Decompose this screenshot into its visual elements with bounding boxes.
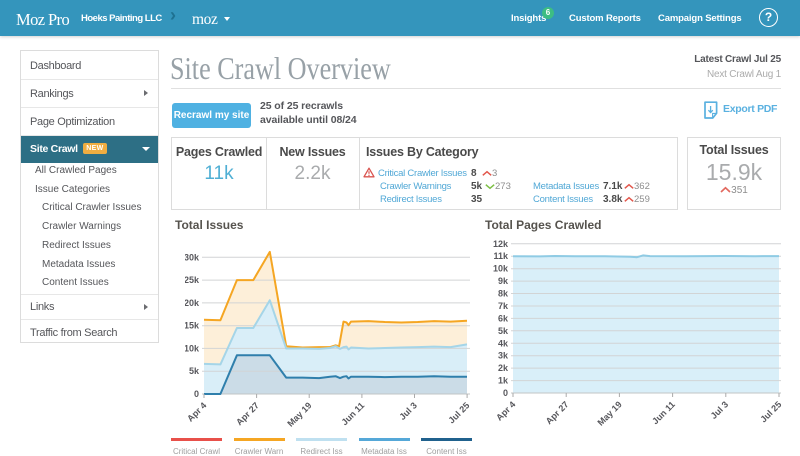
svg-text:Jul 25: Jul 25 [758, 399, 783, 424]
svg-text:30k: 30k [185, 252, 200, 262]
svg-text:Apr 27: Apr 27 [234, 400, 261, 427]
svg-text:2k: 2k [498, 363, 509, 373]
svg-text:3k: 3k [498, 351, 509, 361]
svg-text:8k: 8k [498, 289, 509, 299]
svg-text:Apr 27: Apr 27 [544, 399, 571, 426]
svg-text:20k: 20k [185, 298, 200, 308]
svg-text:May 19: May 19 [596, 399, 624, 427]
svg-text:Jun 11: Jun 11 [339, 400, 366, 427]
svg-text:10k: 10k [493, 264, 509, 274]
svg-text:Apr 4: Apr 4 [494, 399, 517, 422]
svg-text:4k: 4k [498, 338, 509, 348]
svg-text:May 19: May 19 [285, 400, 313, 428]
svg-text:Jun 11: Jun 11 [650, 399, 677, 426]
svg-text:1k: 1k [498, 376, 509, 386]
svg-text:Jul 25: Jul 25 [446, 400, 471, 425]
svg-text:0: 0 [503, 388, 508, 398]
svg-text:5k: 5k [189, 366, 200, 376]
svg-text:Jul 3: Jul 3 [709, 399, 731, 421]
svg-text:6k: 6k [498, 313, 509, 323]
svg-text:11k: 11k [493, 251, 509, 261]
svg-text:0: 0 [194, 389, 199, 399]
svg-text:Apr 4: Apr 4 [185, 400, 208, 423]
svg-text:12k: 12k [493, 239, 509, 249]
svg-text:5k: 5k [498, 326, 509, 336]
svg-text:15k: 15k [185, 321, 200, 331]
svg-text:Jul 3: Jul 3 [397, 400, 419, 422]
svg-text:7k: 7k [498, 301, 509, 311]
svg-text:9k: 9k [498, 276, 509, 286]
svg-text:25k: 25k [185, 275, 200, 285]
svg-text:10k: 10k [185, 343, 200, 353]
